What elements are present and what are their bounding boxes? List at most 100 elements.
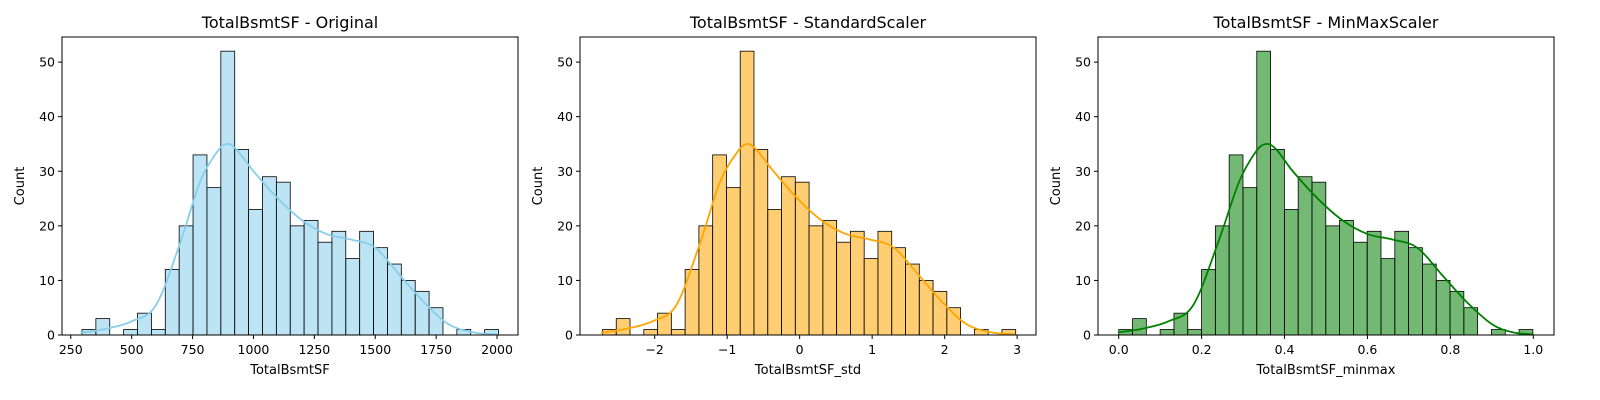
x-tick-label: 1250 [298,342,330,357]
histogram-bar [726,187,741,336]
histogram-bar [836,241,851,336]
histogram-bar [1159,329,1175,336]
histogram-bar [1325,225,1340,336]
histogram-bar [414,290,430,336]
histogram-bar [891,247,906,336]
histogram-bar [1463,307,1479,336]
histogram-bar [1297,176,1313,336]
y-tick-label: 10 [1075,273,1091,288]
histogram-bar [1187,329,1202,336]
x-tick-label: 2000 [481,342,513,357]
x-tick-label: 2 [941,342,949,357]
histogram-bar [1283,209,1299,336]
histogram-bar [1339,219,1354,336]
x-tick-label: 1750 [420,342,452,357]
histogram-bar [248,209,263,336]
x-tick-label: 0.2 [1192,342,1212,357]
histogram-bar [1353,241,1368,336]
x-tick-label: 750 [181,342,205,357]
y-tick-label: 50 [39,55,55,70]
y-tick-label: 40 [1075,109,1091,124]
histogram-bar [739,50,755,336]
kde-line [1118,142,1534,336]
kde-line [80,142,498,336]
x-tick-label: 1500 [359,342,391,357]
x-tick-label: 250 [59,342,83,357]
x-tick-label: 0 [796,342,804,357]
histogram-bar [262,176,277,336]
y-tick-label: 40 [39,109,55,124]
chart-title: TotalBsmtSF - MinMaxScaler [1213,13,1439,32]
y-axis-label: Count [1049,167,1064,206]
histogram-bar [643,329,658,336]
histogram-bar [317,241,333,336]
x-axis-label: TotalBsmtSF_std [754,363,861,378]
y-tick-label: 20 [1075,218,1091,233]
histogram-bar [822,219,838,336]
chart-panel-1: 250 500 750 1000 1250 1500 1750 2000 0 10 20 30 40 50… [13,13,519,378]
histogram-bar [331,230,347,336]
x-axis-label: TotalBsmtSF [249,363,330,378]
histogram-bar [359,230,374,336]
histogram-bar [345,258,361,336]
y-tick-label: 50 [557,55,573,70]
y-tick-label: 40 [557,109,573,124]
histogram-bar [1270,149,1285,336]
y-axis-label: Count [13,167,28,206]
y-tick-label: 10 [557,273,573,288]
chart-title: TotalBsmtSF - StandardScaler [689,13,927,32]
y-tick-label: 0 [565,328,573,343]
histogram-bar [1132,318,1147,336]
kde-line [600,142,1016,336]
y-tick-label: 20 [557,218,573,233]
histogram-bar [1380,258,1396,336]
histogram-bar [615,318,631,336]
x-tick-label: 1 [868,342,876,357]
histogram-bar [234,149,249,336]
y-tick-label: 20 [39,218,55,233]
histogram-bar [289,225,305,336]
x-tick-label: 0.8 [1440,342,1460,357]
histogram-bar [753,149,769,336]
x-tick-label: 3 [1013,342,1021,357]
y-tick-label: 50 [1075,55,1091,70]
histogram-bar [670,329,686,336]
x-tick-label: 0.6 [1358,342,1378,357]
histogram-bar [220,50,236,336]
histogram-bar [1408,247,1423,336]
histogram-bar [1394,230,1410,336]
x-tick-label: −1 [718,342,736,357]
histogram-bar [123,329,138,336]
histogram-bar [95,318,111,336]
histogram-bar [206,187,222,336]
histogram-bar [303,219,319,336]
y-tick-label: 30 [557,164,573,179]
histogram-bar [1435,280,1451,336]
chart-panel-3: 0.0 0.2 0.4 0.6 0.8 1.0 0 10 20 30 40 50 TotalBsmtSF… [1049,13,1555,378]
chart-title: TotalBsmtSF - Original [201,13,378,32]
histogram-bar [373,247,388,336]
histogram-bar [877,230,893,336]
axes-frame [1097,36,1555,336]
x-tick-label: 0.0 [1109,342,1129,357]
x-axis-label: TotalBsmtSF_minmax [1256,363,1396,378]
y-tick-label: 30 [39,164,55,179]
histogram-bar [428,307,444,336]
y-axis-label: Count [531,167,546,206]
y-tick-label: 10 [39,273,55,288]
histogram-bar [1422,263,1437,336]
histogram-bar [794,181,810,336]
histogram-bar [808,225,824,336]
y-tick-label: 0 [47,328,55,343]
x-tick-label: −2 [645,342,663,357]
histogram-bar [1256,50,1271,336]
histogram-bar [946,307,962,336]
histogram-bar [150,329,166,336]
x-tick-label: 0.4 [1275,342,1295,357]
histogram-bar [1228,154,1244,336]
histogram-bar [781,176,796,336]
histogram-bar [1201,269,1216,336]
x-tick-label: 1.0 [1523,342,1543,357]
y-tick-label: 30 [1075,164,1091,179]
